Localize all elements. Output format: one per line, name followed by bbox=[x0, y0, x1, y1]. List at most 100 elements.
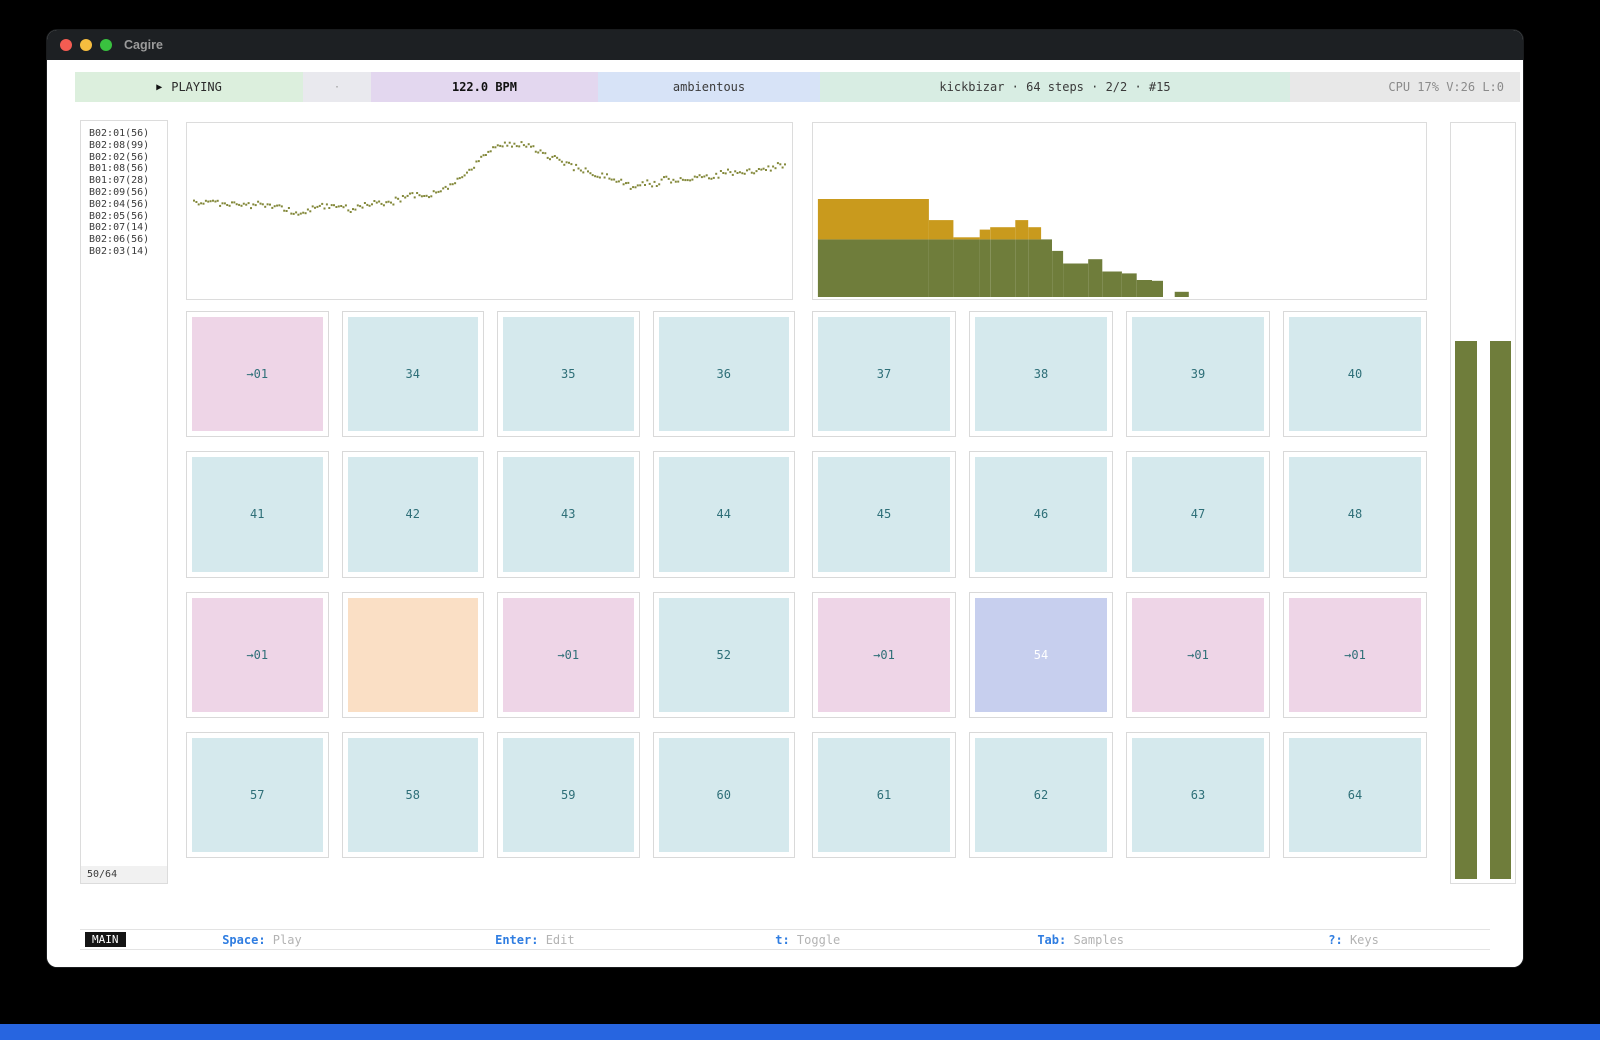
pad-cell[interactable]: 44 bbox=[652, 451, 795, 578]
key-hints: Space: Play Enter: Edit t: Toggle Tab: Samp… bbox=[126, 933, 1491, 947]
meter-bar-2 bbox=[1489, 341, 1511, 879]
pad-label: 44 bbox=[716, 507, 731, 522]
pad-cell[interactable]: 40 bbox=[1283, 311, 1427, 438]
close-button[interactable] bbox=[60, 39, 72, 51]
pad-label: 59 bbox=[561, 787, 576, 802]
pad-label: 61 bbox=[876, 787, 892, 802]
pad-cell[interactable]: →01 bbox=[1283, 591, 1427, 718]
sample-list: B02:01(56) B02:08(99) B02:02(56) B01:08(56)… bbox=[81, 121, 167, 258]
pad-label: 38 bbox=[1033, 367, 1049, 382]
pad-grid-row: →01 →01 52 →01 54 →01 →01 bbox=[186, 591, 1427, 718]
pad-cell[interactable]: 43 bbox=[497, 451, 640, 578]
pad-cell[interactable]: 63 bbox=[1126, 731, 1270, 858]
statusbar: MAIN Space: Play Enter: Edit t: Toggle Tab:… bbox=[80, 929, 1490, 950]
pad-cell[interactable]: 39 bbox=[1126, 311, 1270, 438]
pattern-info[interactable]: kickbizar · 64 steps · 2/2 · #15 bbox=[820, 72, 1290, 102]
pad-grid-group: →01 →01 52 bbox=[186, 591, 795, 718]
pad-label: 34 bbox=[405, 367, 420, 382]
hint-t: t: Toggle bbox=[775, 932, 841, 947]
pad-cell[interactable]: →01 bbox=[1126, 591, 1270, 718]
pad-cell[interactable]: 38 bbox=[969, 311, 1113, 438]
sample-list-item[interactable]: B02:04(56) bbox=[89, 198, 150, 210]
play-icon: ▶ bbox=[156, 81, 163, 93]
app-content: ▶ PLAYING · 122.0 BPM ambientous kickbiz… bbox=[47, 60, 1523, 967]
toolbar-spacer-dot: · bbox=[303, 72, 371, 102]
transport-status[interactable]: ▶ PLAYING bbox=[75, 72, 303, 102]
sample-list-item[interactable]: B02:08(99) bbox=[89, 139, 150, 151]
pad-grid-row: →01 34 35 36 37 38 39 40 bbox=[186, 311, 1427, 438]
pad-grid-group: 57 58 59 60 bbox=[186, 731, 795, 858]
hint-tab: Tab: Samples bbox=[1037, 932, 1125, 947]
pad-cell[interactable]: →01 bbox=[186, 311, 329, 438]
pad-cell[interactable]: 34 bbox=[341, 311, 484, 438]
pad-label: 46 bbox=[1033, 507, 1049, 522]
pad-label: 39 bbox=[1190, 367, 1206, 382]
pad-label: 37 bbox=[876, 367, 892, 382]
pad-grid-group: 61 62 63 64 bbox=[812, 731, 1427, 858]
pad-cell[interactable]: 64 bbox=[1283, 731, 1427, 858]
sample-list-item[interactable]: B02:02(56) bbox=[89, 151, 150, 163]
pad-label: →01 bbox=[557, 647, 580, 662]
pad-cell[interactable] bbox=[341, 591, 484, 718]
pad-cell[interactable]: 52 bbox=[652, 591, 795, 718]
system-stats: CPU 17% V:26 L:0 bbox=[1290, 72, 1520, 102]
pad-label: 41 bbox=[250, 507, 265, 522]
maximize-button[interactable] bbox=[100, 39, 112, 51]
hint-space: Space: Play bbox=[222, 932, 302, 947]
pad-cell[interactable]: →01 bbox=[186, 591, 329, 718]
pad-grid: →01 34 35 36 37 38 39 40 41 42 43 44 45 46 47 48 →01 →01 5… bbox=[186, 311, 1427, 858]
meter-bar-1 bbox=[1455, 341, 1477, 879]
pad-label: 62 bbox=[1033, 787, 1049, 802]
pad-cell[interactable]: 54 bbox=[969, 591, 1113, 718]
sample-list-item[interactable]: B01:07(28) bbox=[89, 175, 150, 187]
pad-cell[interactable]: 46 bbox=[969, 451, 1113, 578]
sample-list-item[interactable]: B02:05(56) bbox=[89, 210, 150, 222]
pad-label: 45 bbox=[876, 507, 892, 522]
pad-cell[interactable]: 35 bbox=[497, 311, 640, 438]
pad-cell[interactable]: →01 bbox=[497, 591, 640, 718]
hint-question: ?: Keys bbox=[1328, 932, 1379, 947]
sample-list-item[interactable]: B02:06(56) bbox=[89, 234, 150, 246]
pad-grid-group: →01 34 35 36 bbox=[186, 311, 795, 438]
pad-cell[interactable]: 45 bbox=[812, 451, 956, 578]
bpm-display[interactable]: 122.0 BPM bbox=[371, 72, 598, 102]
pad-label: 43 bbox=[561, 507, 576, 522]
pad-cell[interactable]: 61 bbox=[812, 731, 956, 858]
pad-cell[interactable]: 37 bbox=[812, 311, 956, 438]
pad-label: 47 bbox=[1190, 507, 1206, 522]
pad-cell[interactable]: 57 bbox=[186, 731, 329, 858]
pad-cell[interactable]: 59 bbox=[497, 731, 640, 858]
sample-list-item[interactable]: B01:08(56) bbox=[89, 163, 150, 175]
pad-cell[interactable]: 47 bbox=[1126, 451, 1270, 578]
hint-enter: Enter: Edit bbox=[495, 932, 575, 947]
waveform-scatter-chart bbox=[193, 141, 786, 216]
pad-label: 36 bbox=[716, 367, 731, 382]
pad-cell[interactable]: 60 bbox=[652, 731, 795, 858]
pad-cell[interactable]: 48 bbox=[1283, 451, 1427, 578]
pad-label: →01 bbox=[246, 367, 269, 382]
screen-edge-strip bbox=[0, 1024, 1600, 1040]
pad-grid-row: 57 58 59 60 61 62 63 64 bbox=[186, 731, 1427, 858]
sample-list-item[interactable]: B02:03(14) bbox=[89, 245, 150, 257]
pad-cell[interactable]: 42 bbox=[341, 451, 484, 578]
pad-cell[interactable]: 58 bbox=[341, 731, 484, 858]
minimize-button[interactable] bbox=[80, 39, 92, 51]
pad-cell[interactable]: 62 bbox=[969, 731, 1113, 858]
sample-list-item[interactable]: B02:01(56) bbox=[89, 128, 150, 139]
pad-label: 42 bbox=[405, 507, 420, 522]
sample-list-item[interactable]: B02:07(14) bbox=[89, 222, 150, 234]
window-title: Cagire bbox=[124, 38, 163, 52]
sample-list-item[interactable]: B02:09(56) bbox=[89, 186, 150, 198]
pad-cell[interactable]: →01 bbox=[812, 591, 956, 718]
sample-histogram-chart bbox=[817, 199, 1189, 297]
pad-label: 54 bbox=[1033, 647, 1049, 662]
traffic-lights bbox=[60, 39, 112, 51]
titlebar: Cagire bbox=[47, 30, 1523, 60]
scene-name[interactable]: ambientous bbox=[598, 72, 820, 102]
pad-grid-group: →01 54 →01 →01 bbox=[812, 591, 1427, 718]
pad-label: 60 bbox=[716, 787, 731, 802]
pad-cell[interactable]: 41 bbox=[186, 451, 329, 578]
pad-cell[interactable]: 36 bbox=[652, 311, 795, 438]
pad-label: →01 bbox=[246, 647, 269, 662]
pad-label: 58 bbox=[405, 787, 420, 802]
